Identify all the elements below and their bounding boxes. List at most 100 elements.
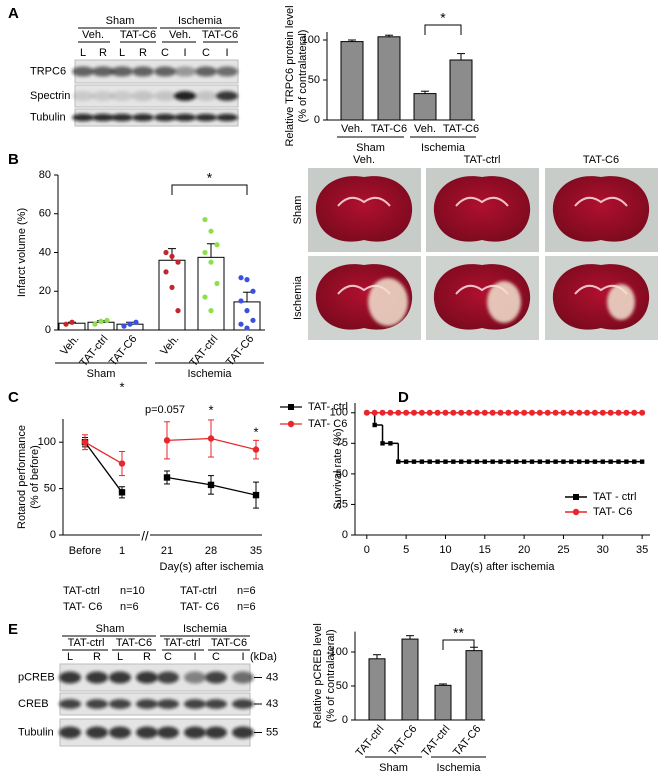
blot-band [184,699,206,709]
data-point [244,308,250,314]
blot-band [232,671,254,684]
blot-band [132,66,154,77]
blot-lane: R [139,47,147,59]
marker [118,489,126,496]
infarct-area [368,278,408,326]
marker [435,459,440,464]
legend-marker [288,404,294,410]
marker [434,409,441,416]
y-tick-label: 0 [314,114,320,126]
blot-band [92,91,114,101]
x-tick-label: Veh. [341,123,363,135]
bar [401,638,419,721]
blot-band [132,91,154,101]
x-tick-label: TAT-C6 [451,723,484,758]
data-point [214,242,220,248]
legend-marker [573,494,579,500]
panel-label: D [398,389,409,406]
x-tick-label: 28 [205,545,217,557]
x-tick-label: 10 [439,544,451,556]
marker [450,409,457,416]
marker [505,409,512,416]
blot-band [72,91,94,101]
marker [631,409,638,416]
blot-treatment: TAT-C6 [120,29,156,41]
x-tick-label: 35 [636,544,648,556]
blot-band [195,113,217,122]
blot-lane: C [212,651,220,663]
blot-treatment: TAT-C6 [211,637,247,649]
cohort-text: n=6 [237,601,256,613]
marker [490,459,495,464]
blot-band [92,66,114,77]
blot-lane: I [241,651,244,663]
legend-marker [572,508,580,516]
group-label: Ischemia [187,368,232,380]
data-point [121,323,127,329]
blot-band [174,91,196,101]
y-tick-label: 50 [336,468,348,480]
y-tick-label: 50 [336,680,348,692]
blot-row-label: CREB [18,698,49,710]
brain-slice [552,264,650,330]
bar [413,93,437,121]
marker [561,459,566,464]
marker [411,409,417,416]
x-tick-label: TAT-ctrl [188,333,221,369]
marker [372,422,377,428]
blot-row-label: TRPC6 [30,65,66,77]
y-tick-label: 50 [44,483,56,495]
data-point [175,259,181,265]
blot-lane: L [119,47,125,59]
marker [553,459,558,464]
blot-treatment: TAT-C6 [116,637,152,649]
panel-label: A [8,5,19,22]
significance-label: * [440,10,446,26]
y-tick-label: 20 [39,285,51,297]
blot-group: Sham [106,15,135,27]
y-tick-label: 60 [39,208,51,220]
x-tick-label: Veh. [158,333,181,358]
legend-label: TAT- C6 [593,506,632,518]
marker [419,459,425,464]
blot-band [154,113,176,122]
bar [377,36,401,121]
blot-group: Sham [96,623,125,635]
brain-slice [552,176,650,242]
data-point [163,249,169,256]
x-axis-label: Day(s) after ischemia [451,561,556,573]
marker [207,435,215,442]
marker [529,459,535,464]
marker [396,459,401,464]
marker [81,439,89,446]
marker [207,481,215,489]
blot-lane: L [67,651,73,663]
blot-unit: (kDa) [250,651,277,663]
significance-label: * [207,170,213,186]
x-tick-label: TAT-C6 [443,123,479,135]
data-point [202,216,208,223]
bar [434,684,452,721]
group-label: Ischemia [421,142,466,154]
marker [489,409,496,416]
series-line [84,441,123,493]
annotation: * [119,379,124,394]
marker [537,459,543,464]
data-point [238,298,244,304]
blot-marker: 43 [266,698,278,710]
data-point [244,277,250,283]
blot-treatment: Veh. [82,29,104,41]
x-tick-label: Before [69,545,101,557]
blot-band [109,699,131,709]
data-point [104,317,110,323]
blot-band [72,66,94,77]
blot-band [216,113,238,122]
photo-row-label: Ischemia [292,275,304,320]
annotation: p=0.057 [145,404,185,416]
y-tick-label: 80 [39,169,51,181]
marker [163,437,171,444]
x-tick-label: 30 [597,544,609,556]
x-tick-label: 35 [250,545,262,557]
marker [521,459,527,464]
